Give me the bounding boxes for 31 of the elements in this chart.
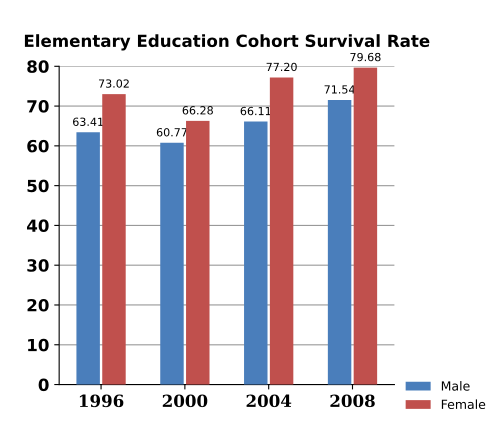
data-label: 71.54: [324, 85, 355, 94]
x-tick-label: 2000: [162, 394, 208, 408]
legend-label: Female: [442, 399, 486, 410]
legend-label: Male: [442, 381, 470, 391]
y-tick-label: 50: [28, 180, 49, 192]
x-tick-label: 2008: [330, 394, 375, 408]
bar: [76, 132, 100, 385]
y-tick-label: 0: [38, 378, 49, 392]
bar: [160, 142, 184, 385]
bar: [270, 77, 294, 385]
data-label: 79.68: [350, 52, 381, 62]
y-tick-label: 20: [28, 298, 49, 312]
x-tick-label: 1996: [80, 394, 124, 408]
y-tick-label: 40: [26, 219, 49, 232]
chart-title: Elementary Education Cohort Survival Rate: [24, 34, 430, 50]
y-tick-label: 10: [28, 338, 49, 352]
data-label: 63.41: [73, 118, 104, 126]
x-tick-label: 2004: [246, 394, 292, 408]
bar: [102, 94, 126, 385]
data-label: 66.11: [240, 106, 271, 116]
y-tick-label: 30: [27, 259, 49, 272]
data-label: 73.02: [98, 79, 129, 88]
bar: [186, 120, 210, 385]
y-tick-label: 80: [27, 60, 49, 73]
bar: [354, 68, 378, 385]
bar: [328, 100, 352, 385]
y-tick-label: 70: [27, 100, 49, 113]
y-tick-label: 60: [27, 140, 49, 152]
data-label: 66.28: [182, 106, 213, 115]
bar: [244, 122, 268, 385]
data-label: 77.20: [266, 62, 297, 72]
